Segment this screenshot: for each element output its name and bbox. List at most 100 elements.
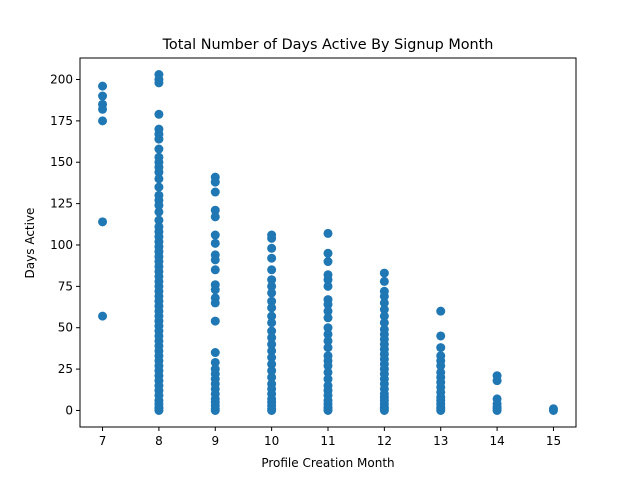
data-point-month-7-4 [98, 116, 108, 126]
data-point-month-10-9 [267, 303, 277, 313]
data-point-month-9-8 [210, 255, 220, 265]
x-tick-label-15: 15 [546, 434, 561, 448]
data-point-month-8-58 [154, 405, 164, 415]
points-layer [98, 70, 558, 415]
data-point-month-10-13 [267, 333, 277, 343]
data-point-month-11-5 [323, 281, 333, 291]
y-tick-label-175: 175 [50, 114, 73, 128]
y-tick-label-125: 125 [50, 197, 73, 211]
x-tick-label-12: 12 [377, 434, 392, 448]
data-point-month-10-10 [267, 311, 277, 321]
data-point-month-7-1 [98, 91, 108, 101]
data-point-month-10-2 [267, 243, 277, 253]
data-point-month-8-12 [154, 174, 164, 184]
data-point-month-13-1 [436, 331, 446, 341]
data-point-month-11-12 [323, 336, 333, 346]
data-point-month-10-16 [267, 353, 277, 362]
y-tick-label-150: 150 [50, 155, 73, 169]
data-point-month-10-7 [267, 288, 277, 298]
data-point-month-9-3 [210, 205, 220, 215]
data-point-month-9-11 [210, 285, 220, 295]
data-point-month-11-11 [323, 329, 333, 339]
data-point-month-11-10 [323, 323, 333, 333]
data-point-month-10-11 [267, 318, 277, 328]
data-point-month-8-16 [154, 200, 164, 210]
data-point-month-10-18 [267, 366, 277, 376]
data-point-month-8-11 [154, 167, 164, 177]
data-point-month-12-3 [379, 291, 389, 301]
data-point-month-9-2 [210, 187, 220, 197]
data-point-month-8-6 [154, 134, 164, 144]
data-point-month-8-7 [154, 144, 164, 154]
data-point-month-10-4 [267, 265, 277, 275]
data-point-month-9-4 [210, 212, 220, 222]
data-point-month-8-2 [154, 78, 164, 88]
data-point-month-10-6 [267, 281, 277, 291]
data-point-month-10-15 [267, 346, 277, 356]
data-point-month-11-8 [323, 306, 333, 316]
y-tick-label-25: 25 [58, 362, 73, 376]
data-point-month-10-19 [267, 372, 277, 382]
y-tick-label-200: 200 [50, 73, 73, 87]
y-tick-label-50: 50 [58, 321, 73, 335]
data-point-month-9-1 [210, 177, 220, 187]
chart-title: Total Number of Days Active By Signup Mo… [162, 37, 494, 53]
data-point-month-11-18 [323, 374, 333, 384]
data-point-month-10-14 [267, 339, 277, 349]
data-point-month-9-9 [210, 265, 220, 275]
data-point-month-9-15 [210, 348, 220, 358]
data-point-month-11-13 [323, 343, 333, 353]
data-point-month-11-2 [323, 257, 333, 267]
x-tick-label-8: 8 [155, 434, 163, 448]
data-point-month-12-27 [379, 405, 389, 415]
data-point-month-8-3 [154, 109, 164, 119]
x-tick-label-11: 11 [320, 434, 335, 448]
y-tick-label-0: 0 [65, 403, 73, 417]
data-point-month-11-26 [323, 405, 333, 415]
x-tick-label-10: 10 [264, 434, 279, 448]
data-point-month-10-27 [267, 405, 277, 415]
data-point-month-7-6 [98, 311, 108, 321]
data-point-month-11-7 [323, 300, 333, 310]
data-point-month-8-13 [154, 182, 164, 192]
data-point-month-11-0 [323, 228, 333, 238]
data-point-month-15-1 [548, 405, 558, 415]
x-tick-label-13: 13 [433, 434, 448, 448]
data-point-month-13-16 [436, 405, 446, 415]
x-tick-label-14: 14 [489, 434, 504, 448]
data-point-month-11-16 [323, 361, 333, 371]
data-point-month-12-6 [379, 311, 389, 321]
data-point-month-13-0 [436, 306, 446, 316]
data-point-month-8-18 [154, 215, 164, 225]
x-tick-label-9: 9 [211, 434, 219, 448]
data-point-month-11-17 [323, 367, 333, 377]
y-tick-label-100: 100 [50, 238, 73, 252]
data-point-month-13-2 [436, 343, 446, 353]
data-point-month-12-1 [379, 276, 389, 286]
x-tick-label-7: 7 [99, 434, 107, 448]
data-point-month-7-0 [98, 81, 108, 91]
data-point-month-9-6 [210, 238, 220, 248]
data-point-month-8-17 [154, 207, 164, 217]
data-point-month-13-5 [436, 361, 446, 371]
data-point-month-11-1 [323, 248, 333, 258]
y-axis-label: Days Active [23, 208, 37, 279]
data-point-month-9-16 [210, 357, 220, 367]
data-point-month-12-5 [379, 305, 389, 315]
data-point-month-9-14 [210, 316, 220, 326]
data-point-month-14-1 [492, 376, 502, 386]
data-point-month-12-4 [379, 298, 389, 308]
data-point-month-10-17 [267, 359, 277, 369]
data-point-month-10-8 [267, 296, 277, 306]
data-point-month-10-12 [267, 326, 277, 336]
data-point-month-9-13 [210, 298, 220, 308]
data-point-month-9-5 [210, 230, 220, 240]
x-axis-label: Profile Creation Month [261, 456, 394, 470]
data-point-month-10-3 [267, 253, 277, 263]
data-point-month-7-5 [98, 217, 108, 227]
data-point-month-10-1 [267, 233, 277, 243]
